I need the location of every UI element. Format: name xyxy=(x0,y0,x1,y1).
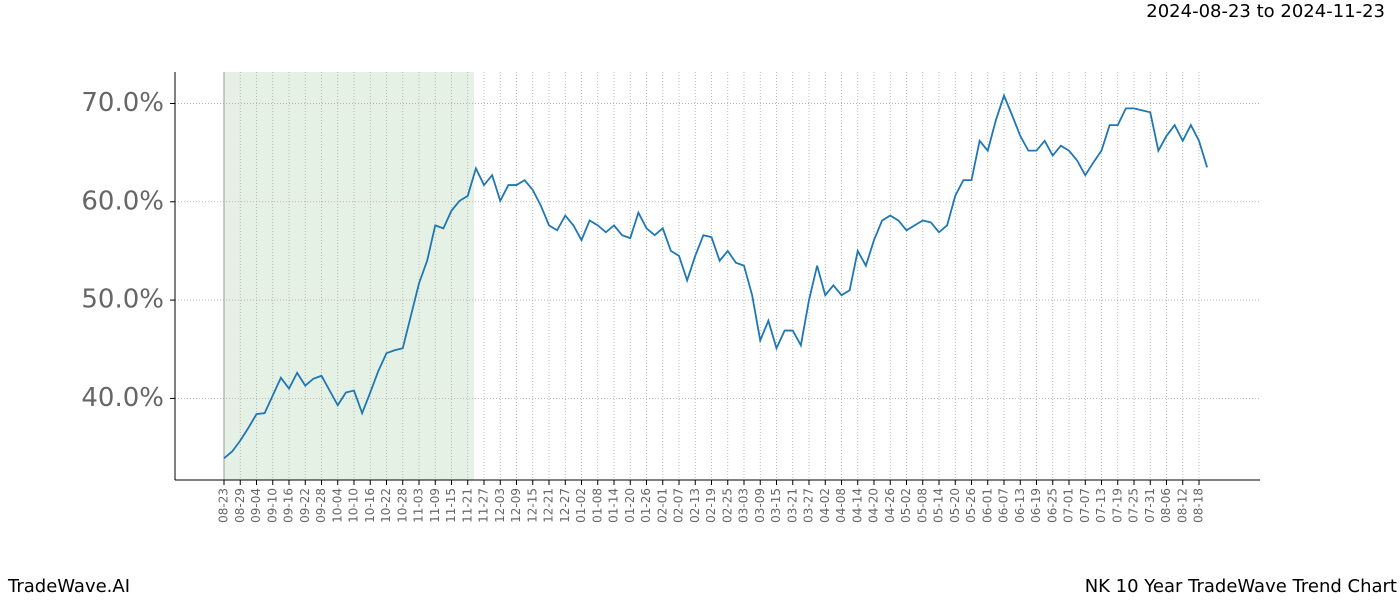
x-tick-label: 02-19 xyxy=(704,488,718,523)
x-tick-label: 06-13 xyxy=(1013,488,1027,523)
x-tick-label: 12-21 xyxy=(542,488,556,523)
x-tick-label: 01-20 xyxy=(623,488,637,523)
x-tick-label: 08-29 xyxy=(233,488,247,523)
x-tick-label: 10-22 xyxy=(379,488,393,523)
brand: TradeWave.AI xyxy=(7,576,130,597)
x-tick-label: 05-02 xyxy=(899,488,913,523)
x-tick-label: 07-25 xyxy=(1127,488,1141,523)
x-tick-label: 12-09 xyxy=(509,488,523,523)
x-tick-label: 02-13 xyxy=(688,488,702,523)
x-tick-label: 07-31 xyxy=(1143,488,1157,523)
x-tick-label: 02-07 xyxy=(672,488,686,523)
x-tick-label: 03-27 xyxy=(802,488,816,523)
x-tick-label: 07-07 xyxy=(1078,488,1092,523)
x-tick-label: 03-09 xyxy=(753,488,767,523)
x-tick-label: 12-15 xyxy=(525,488,539,523)
line xyxy=(223,93,1208,460)
x-tick-label: 10-10 xyxy=(347,488,361,523)
highlight-range xyxy=(224,72,474,480)
y-tick-label: 70.0% xyxy=(81,88,164,118)
x-tick-label: 03-21 xyxy=(785,488,799,523)
x-tick-label: 01-02 xyxy=(574,488,588,523)
x-tick-label: 11-03 xyxy=(412,488,426,523)
x-tick-label: 08-06 xyxy=(1159,488,1173,523)
subtitle: 2024-08-23 to 2024-11-23 xyxy=(1146,1,1385,22)
y-tick-label: 50.0% xyxy=(81,285,164,315)
x-tick-label: 09-16 xyxy=(282,488,296,523)
x-tick-label: 06-25 xyxy=(1045,488,1059,523)
x-tick-label: 02-25 xyxy=(720,488,734,523)
x-tick-label: 08-12 xyxy=(1175,488,1189,523)
x-tick-label: 06-19 xyxy=(1029,488,1043,523)
x-tick-label: 08-18 xyxy=(1192,488,1206,523)
x-tick-label: 07-13 xyxy=(1094,488,1108,523)
x-tick-label: 05-26 xyxy=(964,488,978,523)
chart-title: NK 10 Year TradeWave Trend Chart xyxy=(1085,576,1397,597)
x-tick-label: 04-20 xyxy=(867,488,881,523)
x-tick-label: 02-01 xyxy=(655,488,669,523)
x-tick-label: 11-09 xyxy=(428,488,442,523)
x-tick-label: 09-04 xyxy=(249,488,263,523)
y-tick-label: 40.0% xyxy=(81,383,164,413)
x-tick-label: 05-08 xyxy=(915,488,929,523)
x-tick-label: 10-04 xyxy=(330,488,344,523)
x-tick-label: 01-14 xyxy=(607,488,621,523)
x-tick-label: 06-07 xyxy=(997,488,1011,523)
x-tick-label: 07-19 xyxy=(1110,488,1124,523)
x-tick-label: 04-14 xyxy=(850,488,864,523)
x-tick-label: 04-08 xyxy=(834,488,848,523)
grid xyxy=(175,72,1260,480)
x-tick-label: 03-15 xyxy=(769,488,783,523)
x-tick-label: 12-03 xyxy=(493,488,507,523)
x-tick-label: 11-27 xyxy=(477,488,491,523)
x-tick-label: 11-15 xyxy=(444,488,458,523)
x-tick-label: 10-16 xyxy=(363,488,377,523)
x-tick-label: 08-23 xyxy=(217,488,231,523)
x-tick-label: 09-10 xyxy=(265,488,279,523)
y-tick-label: 60.0% xyxy=(81,186,164,216)
x-tick-label: 05-20 xyxy=(948,488,962,523)
x-tick-label: 09-22 xyxy=(298,488,312,523)
x-tick-label: 04-02 xyxy=(818,488,832,523)
x-tick-label: 11-21 xyxy=(460,488,474,523)
x-tick-label: 01-08 xyxy=(590,488,604,523)
x-tick-label: 05-14 xyxy=(932,488,946,523)
x-tick-label: 09-28 xyxy=(314,488,328,523)
x-tick-label: 12-27 xyxy=(558,488,572,523)
x-tick-label: 03-03 xyxy=(737,488,751,523)
x-tick-label: 10-28 xyxy=(395,488,409,523)
x-tick-label: 01-26 xyxy=(639,488,653,523)
x-tick-label: 07-01 xyxy=(1062,488,1076,523)
x-tick-label: 04-26 xyxy=(883,488,897,523)
x-tick-label: 06-01 xyxy=(980,488,994,523)
